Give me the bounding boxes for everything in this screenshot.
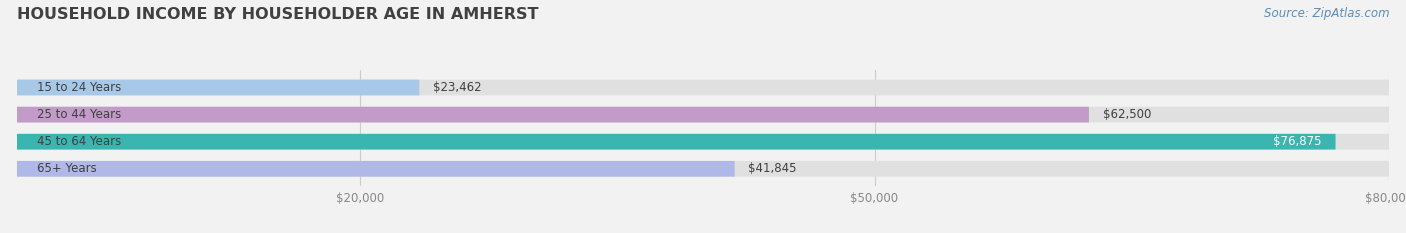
Text: $41,845: $41,845 bbox=[748, 162, 797, 175]
FancyBboxPatch shape bbox=[17, 80, 419, 95]
Text: 25 to 44 Years: 25 to 44 Years bbox=[38, 108, 122, 121]
FancyBboxPatch shape bbox=[17, 107, 1090, 123]
Text: 45 to 64 Years: 45 to 64 Years bbox=[38, 135, 122, 148]
FancyBboxPatch shape bbox=[17, 107, 1389, 123]
FancyBboxPatch shape bbox=[17, 134, 1336, 150]
Text: 15 to 24 Years: 15 to 24 Years bbox=[38, 81, 122, 94]
Text: $23,462: $23,462 bbox=[433, 81, 482, 94]
FancyBboxPatch shape bbox=[17, 134, 1389, 150]
FancyBboxPatch shape bbox=[17, 161, 1389, 177]
Text: $76,875: $76,875 bbox=[1274, 135, 1322, 148]
FancyBboxPatch shape bbox=[17, 80, 1389, 95]
Text: $62,500: $62,500 bbox=[1102, 108, 1152, 121]
Text: 65+ Years: 65+ Years bbox=[38, 162, 97, 175]
Text: Source: ZipAtlas.com: Source: ZipAtlas.com bbox=[1264, 7, 1389, 20]
Text: HOUSEHOLD INCOME BY HOUSEHOLDER AGE IN AMHERST: HOUSEHOLD INCOME BY HOUSEHOLDER AGE IN A… bbox=[17, 7, 538, 22]
FancyBboxPatch shape bbox=[17, 161, 735, 177]
